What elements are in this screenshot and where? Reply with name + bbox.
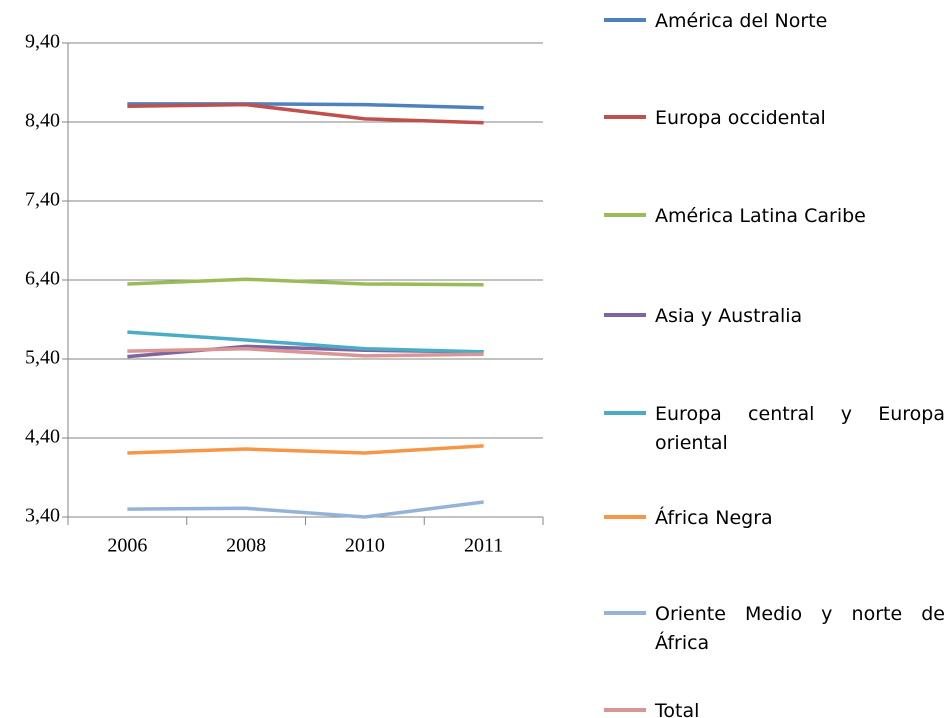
legend-label: Total xyxy=(655,700,700,718)
legend-swatch xyxy=(604,515,646,519)
y-tick-label: 5,40 xyxy=(25,347,60,369)
y-tick-label: 7,40 xyxy=(25,189,60,211)
x-tick-label: 2011 xyxy=(464,535,503,557)
series-line xyxy=(127,346,484,358)
legend-label: Europa occidental xyxy=(655,107,826,129)
legend-label: África Negra xyxy=(655,507,773,529)
legend-label: Europa central y Europa oriental xyxy=(655,403,945,454)
series-line xyxy=(127,500,484,519)
y-tick-label: 8,40 xyxy=(25,110,60,132)
series-line xyxy=(127,444,484,455)
y-tick-label: 4,40 xyxy=(25,426,60,448)
legend-swatch xyxy=(604,411,646,415)
legend-swatch xyxy=(604,213,646,217)
legend-swatch xyxy=(604,313,646,317)
legend-label: América Latina Caribe xyxy=(655,205,866,227)
series-line xyxy=(127,330,484,354)
series-line xyxy=(127,277,484,287)
x-tick-label: 2010 xyxy=(345,535,385,557)
y-tick-label: 9,40 xyxy=(25,31,60,53)
legend-swatch xyxy=(604,115,646,119)
legend-swatch xyxy=(604,708,646,712)
legend-label: América del Norte xyxy=(655,10,828,32)
x-tick-label: 2006 xyxy=(107,535,147,557)
legend-swatch xyxy=(604,611,646,615)
legend-label: Asia y Australia xyxy=(655,305,803,327)
x-tick-label: 2008 xyxy=(226,535,266,557)
y-tick-label: 3,40 xyxy=(25,505,60,527)
legend-label: Oriente Medio y norte de África xyxy=(655,603,945,654)
legend-swatch xyxy=(604,18,646,22)
series-line xyxy=(127,102,484,125)
y-tick-label: 6,40 xyxy=(25,268,60,290)
